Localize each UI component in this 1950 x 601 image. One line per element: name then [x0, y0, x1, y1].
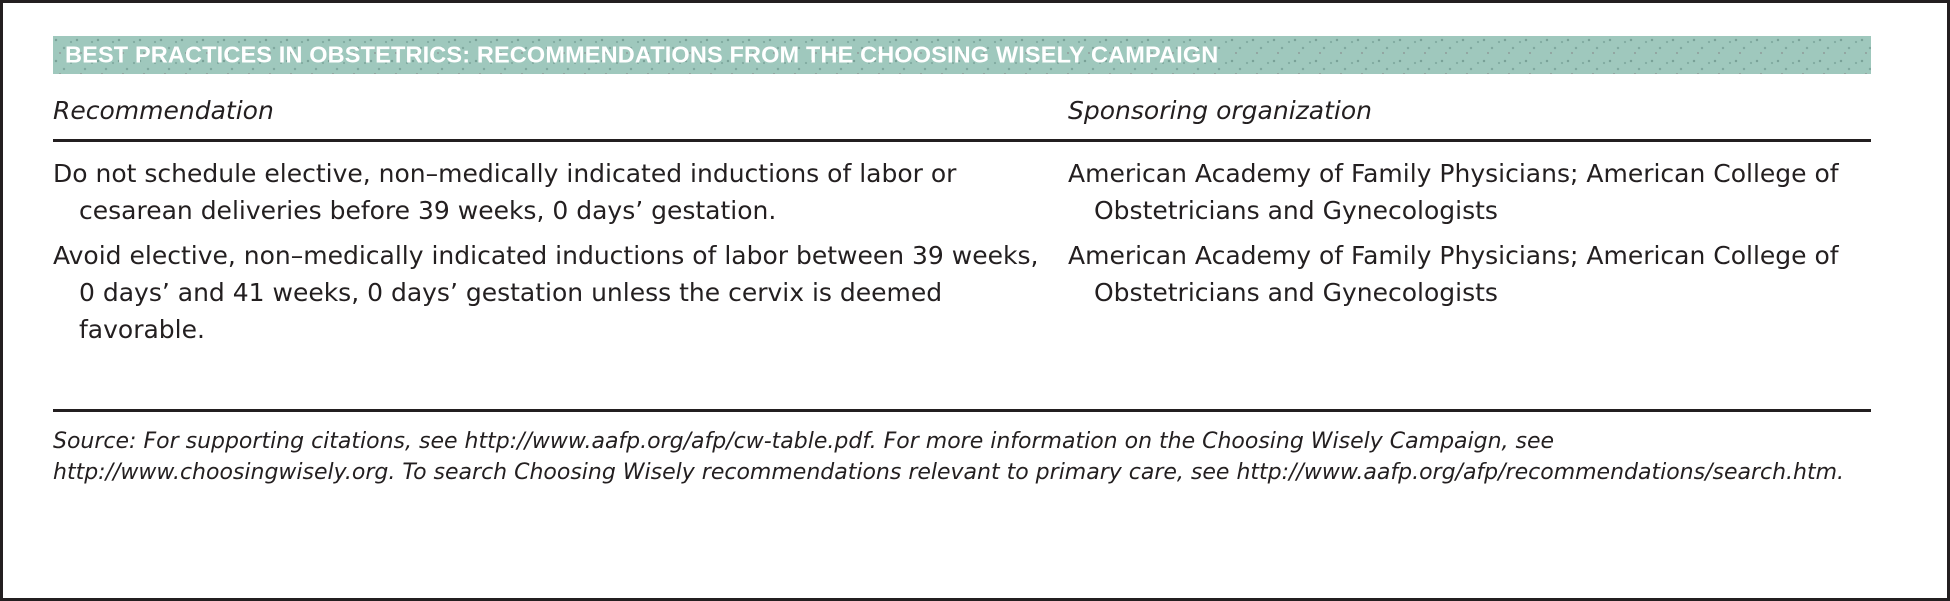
column-header-recommendation: Recommendation: [53, 96, 274, 125]
table-title: BEST PRACTICES IN OBSTETRICS: RECOMMENDA…: [65, 41, 1219, 68]
table-body: Do not schedule elective, non–medically …: [53, 155, 1871, 356]
source-note: Source: For supporting citations, see ht…: [53, 429, 1845, 485]
cell-recommendation: Avoid elective, non–medically indicated …: [53, 241, 1039, 344]
table-row: Avoid elective, non–medically indicated …: [53, 237, 1871, 348]
cell-sponsoring-organization: American Academy of Family Physicians; A…: [1068, 159, 1839, 225]
table-container: BEST PRACTICES IN OBSTETRICS: RECOMMENDA…: [53, 3, 1871, 598]
footer-rule: [53, 409, 1871, 412]
table-title-bar: BEST PRACTICES IN OBSTETRICS: RECOMMENDA…: [53, 36, 1871, 74]
table-column-headers: Recommendation Sponsoring organization: [53, 96, 1871, 140]
column-header-sponsoring-organization: Sponsoring organization: [1068, 96, 1372, 125]
table-row: Do not schedule elective, non–medically …: [53, 155, 1871, 229]
cell-recommendation: Do not schedule elective, non–medically …: [53, 159, 957, 225]
header-rule: [53, 139, 1871, 142]
cell-sponsoring-organization: American Academy of Family Physicians; A…: [1068, 241, 1839, 307]
